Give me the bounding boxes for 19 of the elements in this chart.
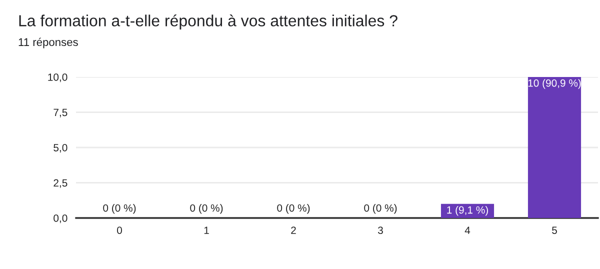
x-tick-label: 3: [378, 226, 383, 234]
y-tick-label: 5,0: [54, 144, 68, 153]
x-tick-label: 1: [204, 226, 209, 234]
data-label: 0 (0 %): [364, 204, 397, 214]
data-label: 0 (0 %): [190, 204, 223, 214]
x-tick-label: 0: [117, 226, 122, 234]
y-tick-label: 2,5: [54, 179, 68, 188]
data-label: 0 (0 %): [277, 204, 310, 214]
chart-subtitle: 11 réponses: [18, 38, 78, 48]
y-tick-label: 7,5: [54, 108, 68, 118]
data-label: 10 (90,9 %): [528, 79, 581, 89]
chart-title: La formation a-t-elle répondu à vos attentes initiales ?: [19, 14, 398, 30]
data-label: 1 (9,1 %): [447, 206, 488, 216]
y-tick-label: 10,0: [48, 74, 68, 82]
x-tick-label: 4: [464, 226, 470, 234]
x-tick-label: 5: [552, 226, 557, 234]
x-tick-label: 2: [291, 226, 296, 234]
data-label: 0 (0 %): [103, 204, 136, 214]
y-tick-label: 0,0: [54, 214, 68, 224]
